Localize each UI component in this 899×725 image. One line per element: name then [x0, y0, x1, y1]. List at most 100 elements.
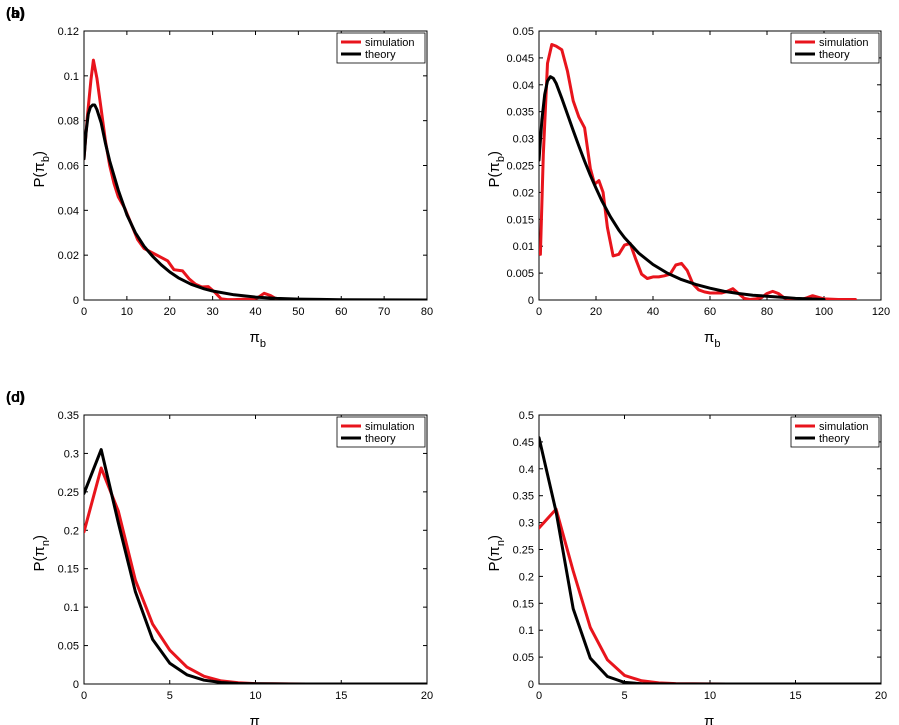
x-tick-label: 20 — [164, 306, 176, 318]
y-axis-label: P(πb) — [486, 151, 507, 187]
y-axis-label: P(πn) — [486, 535, 507, 571]
y-tick-label: 0.05 — [513, 26, 534, 38]
x-tick-label: 0 — [536, 690, 542, 702]
x-tick-label: 50 — [292, 306, 304, 318]
y-tick-label: 0.3 — [64, 448, 79, 460]
y-axis-label-main: P(π — [486, 162, 503, 187]
x-tick-label: 120 — [872, 306, 890, 318]
panel-1: (b)0 20 40 60 80 100 12000.0050.010.0150.020.0… — [6, 5, 890, 350]
y-tick-label: 0.1 — [64, 71, 79, 83]
x-tick-label: 15 — [335, 690, 347, 702]
legend-entry: simulation — [819, 37, 869, 49]
series-line-theory — [539, 436, 881, 684]
y-tick-label: 0.02 — [58, 250, 79, 262]
x-axis-label-sub: b — [260, 338, 266, 350]
x-axis-label: πb — [704, 329, 720, 350]
y-tick-label: 0 — [528, 679, 534, 691]
x-tick-label: 5 — [167, 690, 173, 702]
legend-box — [790, 32, 880, 64]
series-line-theory — [84, 448, 427, 684]
x-tick-label: 80 — [421, 306, 433, 318]
y-tick-label: 0.2 — [519, 571, 534, 583]
x-axis-label-main: π — [250, 329, 260, 346]
y-axis-label-main: P(π — [486, 546, 503, 571]
y-tick-label: 0.02 — [513, 187, 534, 199]
y-axis-label-sub: b — [40, 156, 52, 162]
y-tick-label: 0 — [528, 295, 534, 307]
x-axis-label-main: π — [250, 713, 260, 725]
y-axis-label-end: ) — [31, 535, 48, 540]
plot-frame — [538, 414, 882, 685]
y-axis-label-sub: n — [40, 540, 52, 546]
x-axis-label: πn — [704, 713, 720, 725]
series-line-theory — [84, 103, 427, 300]
y-tick-label: 0.4 — [519, 464, 534, 476]
legend-entry: theory — [819, 49, 850, 61]
legend-entry: simulation — [365, 37, 415, 49]
plot-frame — [83, 30, 428, 301]
panel-label: (d) — [6, 389, 25, 406]
x-axis-label-main: π — [704, 329, 714, 346]
x-tick-label: 100 — [815, 306, 833, 318]
y-tick-label: 0.005 — [506, 268, 534, 280]
panel-0: (a) 0 10 20 30 40 50 60 70 80 0 0.02 0.04 0.06 0.08 0.1… — [6, 5, 433, 350]
y-tick-label: 0.025 — [506, 161, 534, 173]
legend-box — [790, 416, 880, 448]
x-tick-label: 80 — [761, 306, 773, 318]
y-axis-label: P(πn) — [31, 535, 52, 571]
y-axis-label-end: ) — [486, 535, 503, 540]
x-tick-label: 5 — [621, 690, 627, 702]
x-axis-label: πn — [250, 713, 266, 725]
y-tick-label: 0.3 — [519, 518, 534, 530]
x-axis-label-sub: n — [260, 722, 266, 725]
panel-label: (b) — [6, 5, 25, 22]
y-tick-label: 0.1 — [519, 625, 534, 637]
legend-box — [336, 32, 426, 64]
y-axis-label-end: ) — [31, 151, 48, 156]
y-tick-label: 0.06 — [58, 161, 79, 173]
y-tick-label: 0 — [73, 295, 79, 307]
y-tick-label: 0.45 — [513, 437, 534, 449]
x-tick-label: 0 — [81, 690, 87, 702]
y-tick-label: 0.015 — [506, 214, 534, 226]
y-tick-label: 0.035 — [506, 107, 534, 119]
y-tick-label: 0.15 — [513, 598, 534, 610]
y-tick-label: 0.04 — [513, 80, 534, 92]
x-axis-label-main: π — [704, 713, 714, 725]
y-tick-label: 0.25 — [58, 487, 79, 499]
y-tick-label: 0.25 — [513, 545, 534, 557]
y-axis-label-sub: b — [495, 156, 507, 162]
y-axis-label-end: ) — [486, 151, 503, 156]
x-tick-label: 0 — [81, 306, 87, 318]
legend-entry: theory — [819, 433, 850, 445]
x-tick-label: 20 — [590, 306, 602, 318]
y-axis-label-main: P(π — [31, 162, 48, 187]
legend-entry: theory — [365, 49, 396, 61]
y-tick-label: 0.5 — [519, 410, 534, 422]
x-tick-label: 20 — [421, 690, 433, 702]
y-axis-label: P(πb) — [31, 151, 52, 187]
x-axis-label-sub: n — [714, 722, 720, 725]
y-tick-label: 0.045 — [506, 53, 534, 65]
legend-entry: theory — [365, 433, 396, 445]
y-tick-label: 0.05 — [513, 652, 534, 664]
series-line-theory — [539, 75, 826, 300]
plot-frame — [538, 30, 882, 301]
x-tick-label: 10 — [121, 306, 133, 318]
x-axis-label: πb — [250, 329, 266, 350]
x-tick-label: 0 — [536, 306, 542, 318]
legend-box — [336, 416, 426, 448]
panel-3: (d)0 5 10 15 2000.050.10.150.20.250.30.350.4… — [6, 389, 887, 725]
x-tick-label: 40 — [647, 306, 659, 318]
y-tick-label: 0.01 — [513, 241, 534, 253]
y-tick-label: 0.35 — [513, 491, 534, 503]
y-tick-label: 0.2 — [64, 525, 79, 537]
x-tick-label: 60 — [704, 306, 716, 318]
y-axis-label-sub: n — [495, 540, 507, 546]
panel-2: (c)0510152000.050.10.150.20.250.30.35πnP… — [6, 389, 433, 725]
x-tick-label: 20 — [875, 690, 887, 702]
